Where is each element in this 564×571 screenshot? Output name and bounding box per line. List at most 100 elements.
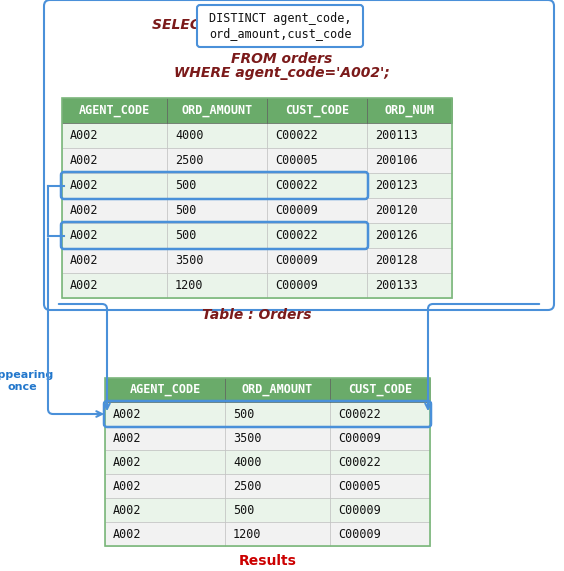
Text: 500: 500: [233, 408, 254, 420]
Bar: [330, 450, 430, 474]
Text: A002: A002: [70, 229, 99, 242]
Text: AGENT_CODE: AGENT_CODE: [79, 104, 150, 117]
Bar: [167, 148, 267, 173]
Bar: [330, 426, 430, 450]
Bar: [225, 474, 330, 498]
Text: 200133: 200133: [375, 279, 418, 292]
Bar: [225, 498, 330, 522]
Text: A002: A002: [70, 179, 99, 192]
Text: C00009: C00009: [338, 504, 381, 517]
Text: C00022: C00022: [338, 408, 381, 420]
Text: A002: A002: [113, 480, 142, 493]
Bar: [367, 198, 452, 223]
Text: A002: A002: [113, 528, 142, 541]
Bar: [105, 450, 225, 474]
FancyBboxPatch shape: [197, 5, 363, 47]
Bar: [330, 522, 430, 546]
Text: C00009: C00009: [275, 204, 318, 217]
Bar: [167, 223, 267, 248]
Bar: [62, 223, 167, 248]
Text: C00009: C00009: [338, 432, 381, 444]
Text: ORD_NUM: ORD_NUM: [385, 104, 434, 117]
Bar: [62, 273, 167, 298]
Bar: [62, 198, 167, 223]
Text: 1200: 1200: [233, 528, 262, 541]
Bar: [367, 148, 452, 173]
Text: C00005: C00005: [275, 154, 318, 167]
Text: A002: A002: [70, 279, 99, 292]
Text: CUST_CODE: CUST_CODE: [285, 104, 349, 117]
Text: C00009: C00009: [275, 279, 318, 292]
Bar: [62, 98, 452, 298]
Bar: [267, 198, 367, 223]
Text: ORD_AMOUNT: ORD_AMOUNT: [182, 104, 253, 117]
Text: 3500: 3500: [175, 254, 204, 267]
Bar: [225, 402, 330, 426]
Text: 1200: 1200: [175, 279, 204, 292]
Bar: [267, 98, 367, 123]
Bar: [267, 273, 367, 298]
Bar: [167, 248, 267, 273]
Bar: [367, 248, 452, 273]
Text: A002: A002: [113, 432, 142, 444]
Bar: [225, 450, 330, 474]
Text: A002: A002: [70, 254, 99, 267]
Bar: [62, 98, 167, 123]
Text: Results: Results: [239, 554, 297, 568]
Text: A002: A002: [70, 129, 99, 142]
Text: FROM orders: FROM orders: [231, 52, 333, 66]
Text: C00022: C00022: [275, 229, 318, 242]
Text: 200123: 200123: [375, 179, 418, 192]
Bar: [225, 426, 330, 450]
Bar: [330, 402, 430, 426]
Text: 500: 500: [175, 229, 196, 242]
Text: Table : Orders: Table : Orders: [202, 308, 312, 322]
Text: A002: A002: [113, 456, 142, 468]
Text: C00022: C00022: [275, 179, 318, 192]
Text: 4000: 4000: [233, 456, 262, 468]
Bar: [167, 273, 267, 298]
Text: A002: A002: [70, 204, 99, 217]
Text: 200106: 200106: [375, 154, 418, 167]
Text: 200126: 200126: [375, 229, 418, 242]
Text: A002: A002: [70, 154, 99, 167]
Bar: [225, 378, 330, 402]
Bar: [267, 223, 367, 248]
Text: AGENT_CODE: AGENT_CODE: [129, 384, 201, 396]
Bar: [367, 123, 452, 148]
Bar: [105, 426, 225, 450]
Bar: [105, 474, 225, 498]
Text: A002: A002: [113, 408, 142, 420]
Bar: [62, 148, 167, 173]
Bar: [167, 198, 267, 223]
Text: CUST_CODE: CUST_CODE: [348, 384, 412, 396]
Text: 500: 500: [175, 204, 196, 217]
Text: 500: 500: [175, 179, 196, 192]
Text: 200120: 200120: [375, 204, 418, 217]
Text: C00022: C00022: [275, 129, 318, 142]
Bar: [105, 378, 430, 546]
Text: 2500: 2500: [175, 154, 204, 167]
Text: ORD_AMOUNT: ORD_AMOUNT: [242, 384, 313, 396]
Bar: [225, 522, 330, 546]
Text: 2500: 2500: [233, 480, 262, 493]
Bar: [105, 402, 225, 426]
Text: DISTINCT agent_code,
ord_amount,cust_code: DISTINCT agent_code, ord_amount,cust_cod…: [209, 12, 351, 40]
Text: SELECT: SELECT: [152, 18, 214, 32]
Bar: [62, 173, 167, 198]
Bar: [367, 98, 452, 123]
Bar: [267, 148, 367, 173]
Bar: [167, 123, 267, 148]
Bar: [62, 248, 167, 273]
Text: C00005: C00005: [338, 480, 381, 493]
Bar: [267, 173, 367, 198]
Text: 200113: 200113: [375, 129, 418, 142]
Text: 500: 500: [233, 504, 254, 517]
Bar: [330, 378, 430, 402]
Bar: [167, 98, 267, 123]
Bar: [330, 474, 430, 498]
Text: appearing
once: appearing once: [0, 370, 54, 392]
Text: 4000: 4000: [175, 129, 204, 142]
Text: 3500: 3500: [233, 432, 262, 444]
Bar: [105, 378, 225, 402]
